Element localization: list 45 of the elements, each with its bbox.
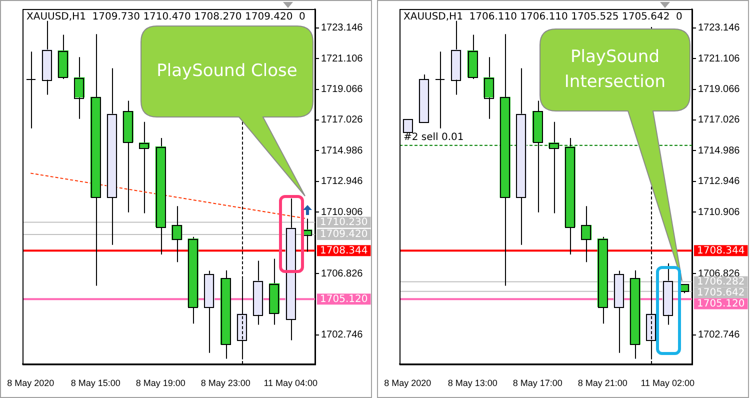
x-tick-label: 8 May 17:00 [512,378,562,388]
ref-line-label: 1708.344 [320,245,368,256]
y-tick-label: 1712.946 [698,176,740,188]
x-tick-label: 8 May 21:00 [578,378,628,388]
candlestick [434,51,446,129]
y-tick-label: 1723.146 [698,22,740,34]
x-tick-label: 8 May 15:00 [70,378,120,388]
y-tick-label: 1717.026 [321,114,364,126]
x-tick-label: 11 May 04:00 [264,378,318,388]
chart-title: XAUUSD,H1 1709.730 1710.470 1708.270 1709.420 0 [26,12,306,23]
ref-line-label: 1706.282 [697,276,745,288]
y-tick-label: 1710.906 [321,206,364,218]
annotation: PlaySound Intersection [563,46,667,94]
x-tick-label: 8 May 23:00 [200,378,250,388]
candlestick [172,206,182,263]
y-tick-label: 1719.066 [698,84,740,96]
y-tick-label: 1721.106 [698,53,740,64]
y-tick-label: 1723.146 [321,22,364,34]
y-tick-label: 1714.986 [698,145,740,156]
x-tick-label: 8 May 2020 [7,378,54,388]
ref-line-label: 1710.230 [320,216,368,228]
ref-line-label: 1705.120 [320,294,368,305]
y-tick-label: 1702.746 [321,330,364,341]
y-tick-label: 1702.746 [698,330,740,341]
y-tick-label: 1712.946 [321,176,364,188]
candlestick [25,51,36,129]
x-tick-label: 8 May 19:00 [136,378,186,388]
ref-line-label: 1705.120 [697,298,745,310]
x-tick-label: 11 May 02:00 [640,378,695,388]
ref-line-label: #2 sell 0.01 [404,132,464,143]
y-tick-label: 1719.066 [321,84,364,96]
y-tick-label: 1721.106 [321,53,364,64]
y-tick-label: 1717.026 [698,114,740,126]
y-tick-label: 1714.986 [321,145,364,156]
chart-title: XAUUSD,H1 1706.110 1706.110 1705.525 1705.642 0 [404,12,682,23]
y-tick-label: 1706.826 [321,268,364,280]
candlestick [402,119,413,133]
ref-line-label: 1709.420 [320,229,368,240]
x-tick-label: 8 May 2020 [384,378,432,388]
ref-line-label: 1708.344 [697,245,745,256]
candlestick [581,206,592,263]
y-tick-label: 1710.906 [698,206,740,218]
ref-line-label: 1705.642 [697,287,745,298]
x-tick-label: 8 May 13:00 [448,378,498,388]
annotation: PlaySound Close [156,60,298,84]
